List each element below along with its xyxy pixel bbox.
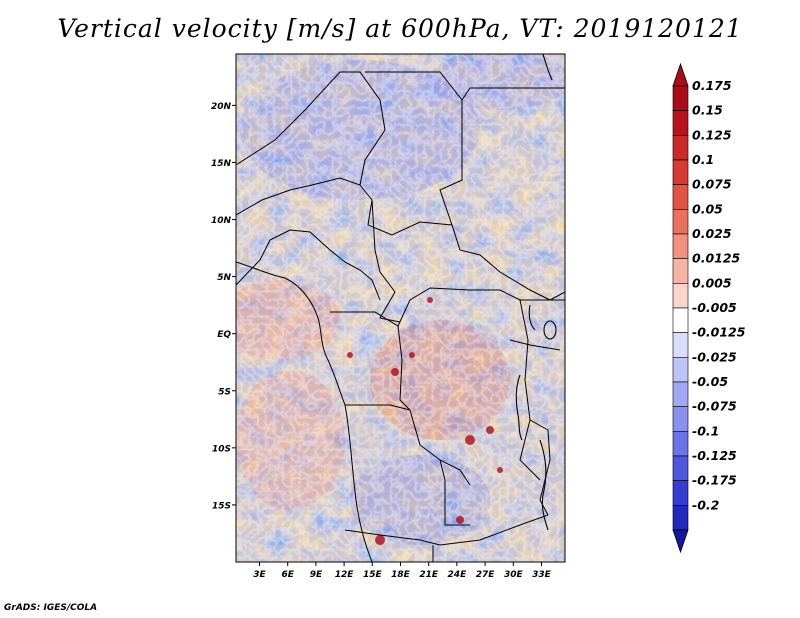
colorbar-swatch xyxy=(672,332,689,358)
lat-label: 5S xyxy=(218,387,231,397)
colorbar: 0.175 0.15 0.125 0.1 0.075 0.05 0.025 0.0125 0.0… xyxy=(672,62,746,554)
convection-cells xyxy=(347,297,503,545)
colorbar-swatch xyxy=(672,233,689,259)
colorbar-label: -0.125 xyxy=(692,448,737,463)
colorbar-label: -0.1 xyxy=(692,423,719,438)
colorbar-swatch xyxy=(672,307,689,333)
lat-label: EQ xyxy=(217,330,231,340)
colorbar-bottom-arrow xyxy=(672,529,689,554)
lon-label: 33E xyxy=(532,570,552,580)
colorbar-label: 0.0125 xyxy=(692,251,741,266)
lon-label: 18E xyxy=(391,570,411,580)
lon-label: 9E xyxy=(310,570,323,580)
colorbar-label: -0.005 xyxy=(692,300,737,315)
lat-label: 5N xyxy=(217,273,231,283)
country-borders xyxy=(236,71,565,562)
colorbar-label: 0.1 xyxy=(692,152,714,167)
colorbar-label: 0.025 xyxy=(692,226,732,241)
lon-label: 12E xyxy=(335,570,355,580)
colorbar-label: -0.075 xyxy=(692,399,737,414)
colorbar-label: -0.025 xyxy=(692,349,737,364)
colorbar-swatch xyxy=(672,381,689,407)
colorbar-swatch xyxy=(672,357,689,383)
lat-label: 15S xyxy=(212,501,231,511)
colorbar-label: 0.005 xyxy=(692,275,732,290)
latitude-labels: 20N 15N 10N 5N EQ 5S 10S 15S xyxy=(211,102,236,511)
colorbar-label: -0.05 xyxy=(692,374,728,389)
colorbar-label: 0.15 xyxy=(692,103,723,118)
lon-label: 30E xyxy=(504,570,524,580)
colorbar-label: 0.175 xyxy=(692,78,732,93)
colorbar-swatch xyxy=(672,505,689,531)
lon-label: 3E xyxy=(253,570,266,580)
lon-label: 15E xyxy=(363,570,383,580)
colorbar-swatch xyxy=(672,455,689,481)
colorbar-top-arrow xyxy=(672,62,689,87)
colorbar-swatch xyxy=(672,159,689,185)
colorbar-swatch xyxy=(672,258,689,284)
lat-label: 15N xyxy=(211,159,232,169)
chart-title: Vertical velocity [m/s] at 600hPa, VT: 2… xyxy=(57,14,743,43)
colorbar-label: 0.05 xyxy=(692,201,723,216)
colorbar-label: 0.075 xyxy=(692,177,732,192)
lat-label: 20N xyxy=(211,102,232,112)
lon-label: 24E xyxy=(448,570,468,580)
lon-label: 27E xyxy=(476,570,496,580)
colorbar-swatch xyxy=(672,135,689,161)
colorbar-swatch xyxy=(672,480,689,506)
colorbar-label: -0.0125 xyxy=(692,325,746,340)
lon-label: 21E xyxy=(419,570,439,580)
colorbar-swatch xyxy=(672,85,689,111)
colorbar-label: -0.175 xyxy=(692,473,737,488)
colorbar-swatch xyxy=(672,110,689,136)
lat-label: 10N xyxy=(211,216,232,226)
colorbar-swatch xyxy=(672,184,689,210)
colorbar-swatch xyxy=(672,209,689,235)
colorbar-label: 0.125 xyxy=(692,127,732,142)
map-panel xyxy=(236,54,565,562)
lat-label: 10S xyxy=(212,444,231,454)
velocity-field-speckle xyxy=(236,54,565,562)
colorbar-label: -0.2 xyxy=(692,497,719,512)
longitude-labels: 3E 6E 9E 12E 15E 18E 21E 24E 27E 30E 33E xyxy=(253,562,552,580)
colorbar-swatch xyxy=(672,406,689,432)
grads-credit: GrADS: IGES/COLA xyxy=(4,603,98,613)
lakes xyxy=(515,54,557,531)
colorbar-swatch xyxy=(672,431,689,457)
lon-label: 6E xyxy=(281,570,294,580)
colorbar-swatch xyxy=(672,283,689,309)
